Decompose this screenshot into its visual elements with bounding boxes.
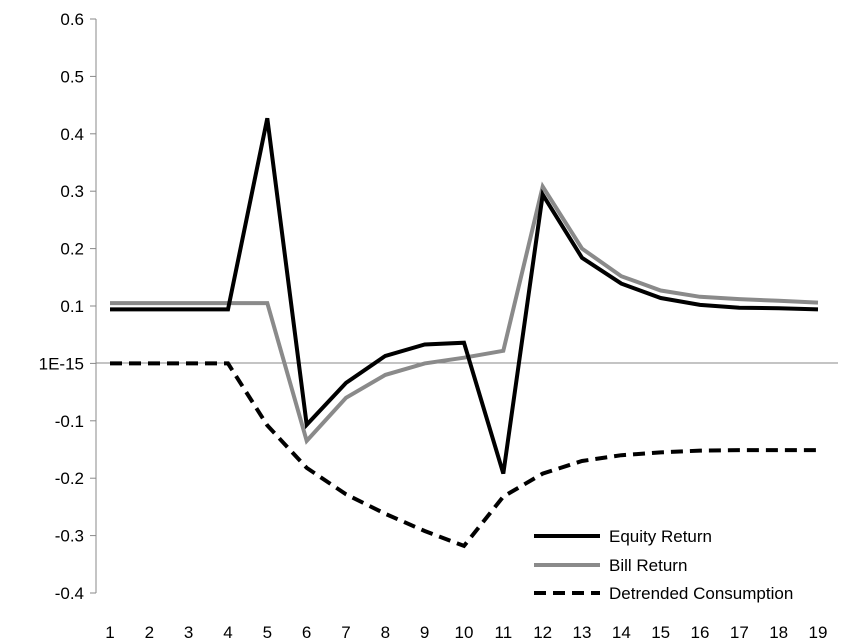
x-tick-label: 1 xyxy=(105,623,114,642)
x-tick-label: 12 xyxy=(533,623,552,642)
x-tick-label: 11 xyxy=(495,623,513,642)
x-tick-label: 17 xyxy=(730,623,749,642)
y-tick-label: 0.2 xyxy=(60,240,84,259)
x-tick-label: 6 xyxy=(302,623,311,642)
y-tick-label: -0.4 xyxy=(55,584,84,603)
y-tick-label: 0.4 xyxy=(60,125,84,144)
x-tick-label: 9 xyxy=(420,623,429,642)
x-tick-label: 2 xyxy=(145,623,154,642)
y-tick-label: 0.3 xyxy=(60,182,84,201)
x-tick-labels: 1 2 3 4 5 6 7 8 9 10 11 12 13 14 15 16 17 18 19 xyxy=(105,623,827,642)
y-tick-label: 0.5 xyxy=(60,67,84,86)
y-tick-label: 0.1 xyxy=(60,297,84,316)
y-tick-label: -0.3 xyxy=(55,527,84,546)
legend-label: Equity Return xyxy=(609,527,712,546)
y-tick-label: 1E-15 xyxy=(39,354,84,373)
x-tick-label: 8 xyxy=(381,623,390,642)
legend-label: Detrended Consumption xyxy=(609,584,793,603)
x-tick-label: 10 xyxy=(455,623,474,642)
x-tick-label: 14 xyxy=(612,623,631,642)
series-line-equity-return xyxy=(110,117,819,475)
y-tick-label: -0.2 xyxy=(55,469,84,488)
x-tick-label: 13 xyxy=(573,623,592,642)
series-line-bill-return xyxy=(110,181,819,445)
x-tick-label: 15 xyxy=(651,623,670,642)
x-tick-label: 19 xyxy=(809,623,828,642)
x-tick-label: 3 xyxy=(184,623,193,642)
series-line-detrended-consumption xyxy=(110,361,818,549)
legend: Equity Return Bill Return Detrended Consum… xyxy=(534,527,793,603)
x-tick-label: 16 xyxy=(691,623,710,642)
legend-label: Bill Return xyxy=(609,556,687,575)
x-tick-label: 18 xyxy=(769,623,788,642)
y-tick-marks xyxy=(90,18,96,594)
y-tick-label: -0.1 xyxy=(55,412,84,431)
x-tick-label: 5 xyxy=(263,623,272,642)
y-tick-label: 0.6 xyxy=(60,10,84,29)
series-lines xyxy=(110,117,819,549)
x-tick-label: 7 xyxy=(341,623,350,642)
x-tick-label: 4 xyxy=(223,623,232,642)
y-tick-labels: -0.4 -0.3 -0.2 -0.1 1E-15 0.1 0.2 0.3 0.4 0.5 0.6 xyxy=(39,10,84,603)
